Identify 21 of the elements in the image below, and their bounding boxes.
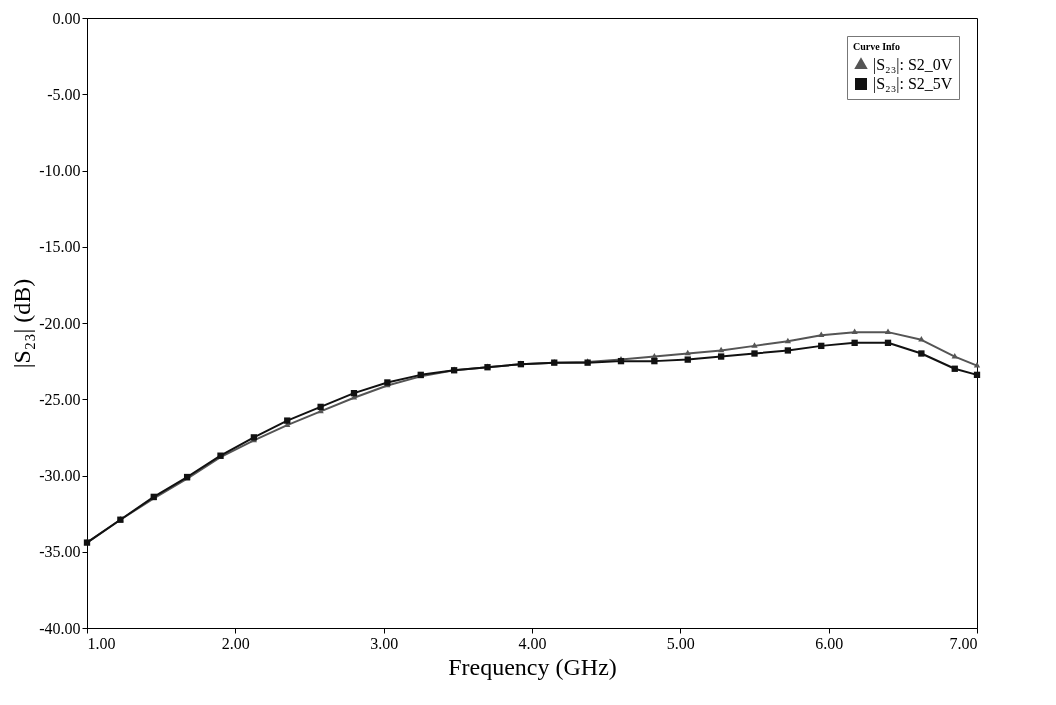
x-tick-label: 5.00 bbox=[666, 634, 695, 652]
x-tick-label: 1.00 bbox=[87, 634, 116, 652]
x-tick-label: 4.00 bbox=[518, 634, 547, 652]
y-tick-label: -30.00 bbox=[39, 467, 81, 484]
x-tick-label: 7.00 bbox=[949, 634, 978, 652]
y-tick-label: 0.00 bbox=[52, 9, 81, 27]
y-axis-title: |S₂₃| (dB) bbox=[9, 278, 36, 369]
legend-label: |S₂₃|: S2_5V bbox=[873, 75, 953, 93]
y-tick-label: -20.00 bbox=[39, 314, 81, 332]
y-tick-label: -5.00 bbox=[47, 85, 81, 103]
y-tick-label: -10.00 bbox=[39, 162, 81, 179]
x-tick-label: 6.00 bbox=[815, 634, 844, 652]
y-tick-label: -35.00 bbox=[39, 543, 81, 561]
legend-label: |S₂₃|: S2_0V bbox=[873, 56, 953, 74]
y-tick-label: -40.00 bbox=[39, 619, 81, 637]
x-tick-label: 3.00 bbox=[370, 634, 399, 652]
x-axis-title: Frequency (GHz) bbox=[448, 653, 617, 680]
x-tick-label: 2.00 bbox=[221, 634, 250, 652]
y-tick-label: -25.00 bbox=[39, 390, 81, 408]
y-tick-label: -15.00 bbox=[39, 238, 81, 256]
legend-title: Curve Info bbox=[853, 41, 900, 52]
